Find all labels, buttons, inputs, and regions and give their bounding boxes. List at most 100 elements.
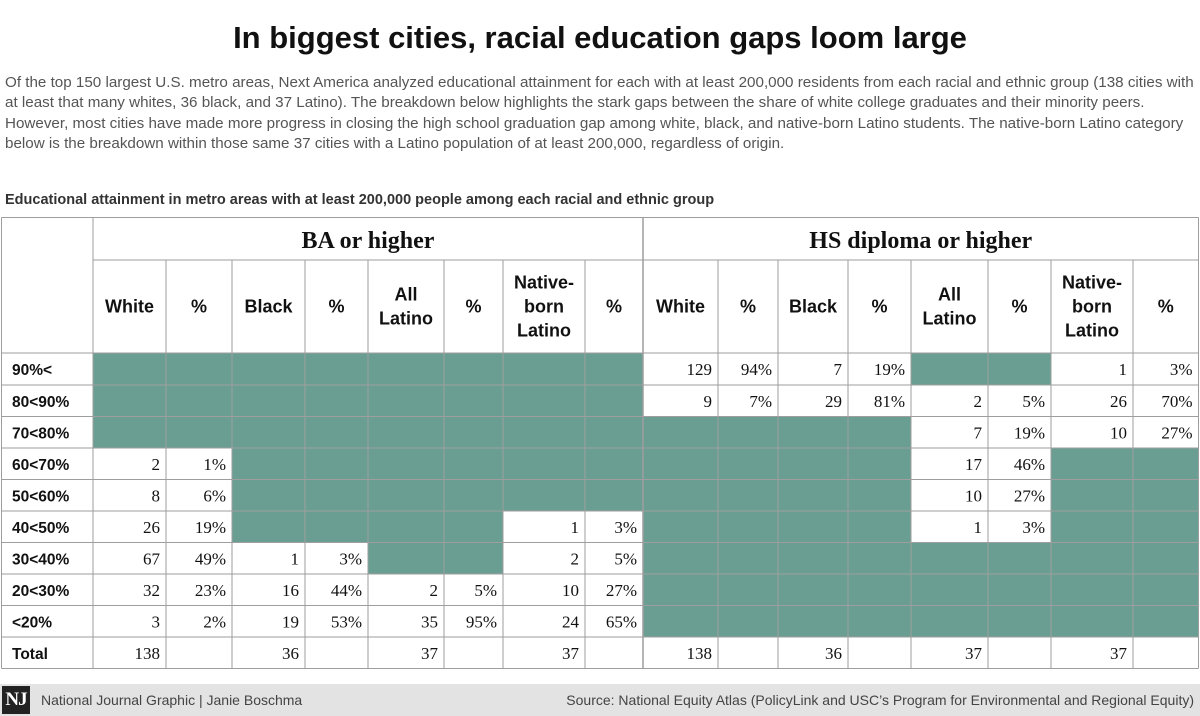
shaded-cell <box>368 511 444 543</box>
data-cell-value: 7 <box>834 360 843 379</box>
shaded-cell <box>585 448 643 480</box>
data-cell-value: 138 <box>135 644 161 663</box>
data-cell-value: 37 <box>965 644 983 663</box>
data-cell-value: 1 <box>571 518 580 537</box>
shaded-cell <box>503 385 585 417</box>
shaded-cell <box>643 574 718 606</box>
shaded-cell <box>718 542 778 574</box>
data-cell-value: 27% <box>606 581 637 600</box>
column-header: Black <box>789 297 838 317</box>
shaded-cell <box>848 448 911 480</box>
data-cell-value: 46% <box>1014 455 1045 474</box>
data-cell-value: 23% <box>195 581 226 600</box>
data-cell-value: 1% <box>203 455 226 474</box>
data-cell-value: 24 <box>562 612 580 631</box>
data-cell-value: 1 <box>974 518 983 537</box>
shaded-cell <box>778 542 848 574</box>
shaded-cell <box>93 353 166 385</box>
shaded-cell <box>911 605 988 637</box>
column-header: % <box>871 297 887 317</box>
column-header: Native-born Latino <box>514 273 574 341</box>
data-cell-value: 2 <box>152 455 161 474</box>
data-cell-value: 10 <box>965 486 982 505</box>
shaded-cell <box>444 416 503 448</box>
data-cell-value: 81% <box>874 392 905 411</box>
shaded-cell <box>368 385 444 417</box>
intro-paragraph: Of the top 150 largest U.S. metro areas,… <box>5 74 1194 153</box>
data-cell-value: 44% <box>331 581 362 600</box>
data-cell-value: 19 <box>282 612 299 631</box>
data-cell-value: 35 <box>421 612 438 631</box>
data-cell-value: 3 <box>152 612 161 631</box>
data-cell-value: 7 <box>974 423 983 442</box>
shaded-cell <box>305 353 368 385</box>
row-label: 40<50% <box>12 520 70 537</box>
shaded-cell <box>643 448 718 480</box>
row-label: 80<90% <box>12 394 70 411</box>
data-cell-value: 27% <box>1014 486 1045 505</box>
shaded-cell <box>1051 511 1133 543</box>
shaded-cell <box>444 479 503 511</box>
group-header: BA or higher <box>302 228 435 254</box>
shaded-cell <box>585 479 643 511</box>
data-cell-value: 37 <box>1110 644 1128 663</box>
shaded-cell <box>232 448 305 480</box>
data-cell-value: 19% <box>1014 423 1045 442</box>
row-label: 90%< <box>12 362 52 379</box>
column-header: Black <box>244 297 293 317</box>
shaded-cell <box>232 479 305 511</box>
footer-bar: NJ National Journal Graphic | Janie Bosc… <box>0 684 1200 716</box>
data-cell-value: 8 <box>152 486 161 505</box>
data-cell-value: 6% <box>203 486 226 505</box>
data-cell-value: 17 <box>965 455 983 474</box>
shaded-cell <box>718 605 778 637</box>
shaded-cell <box>93 416 166 448</box>
shaded-cell <box>718 448 778 480</box>
data-cell-value: 49% <box>195 549 226 568</box>
shaded-cell <box>988 353 1051 385</box>
shaded-cell <box>718 511 778 543</box>
shaded-cell <box>911 542 988 574</box>
shaded-cell <box>643 605 718 637</box>
shaded-cell <box>368 416 444 448</box>
shaded-cell <box>1051 542 1133 574</box>
data-cell-value: 5% <box>1022 392 1045 411</box>
shaded-cell <box>643 479 718 511</box>
data-cell-value: 19% <box>874 360 905 379</box>
shaded-cell <box>368 479 444 511</box>
data-cell-value: 7% <box>749 392 772 411</box>
table-subtitle: Educational attainment in metro areas wi… <box>5 192 715 208</box>
data-cell-value: 1 <box>291 549 300 568</box>
shaded-cell <box>988 574 1051 606</box>
shaded-cell <box>305 448 368 480</box>
shaded-cell <box>166 385 232 417</box>
shaded-cell <box>93 385 166 417</box>
shaded-cell <box>232 385 305 417</box>
column-header: All Latino <box>923 285 977 329</box>
shaded-cell <box>368 448 444 480</box>
shaded-cell <box>305 511 368 543</box>
data-cell-value: 94% <box>741 360 772 379</box>
attainment-table: BA or higher HS diploma or higher White% Bl… <box>1 217 1199 669</box>
data-cell-value: 10 <box>562 581 579 600</box>
column-header: % <box>606 297 622 317</box>
column-header: All Latino <box>379 285 433 329</box>
shaded-cell <box>444 353 503 385</box>
data-cell-value: 27% <box>1161 423 1192 442</box>
shaded-cell <box>1133 479 1199 511</box>
shaded-cell <box>305 479 368 511</box>
shaded-cell <box>444 511 503 543</box>
data-cell-value: 5% <box>614 549 637 568</box>
shaded-cell <box>643 416 718 448</box>
shaded-cell <box>503 416 585 448</box>
data-cell-value: 2% <box>203 612 226 631</box>
shaded-cell <box>1051 574 1133 606</box>
data-cell-value: 19% <box>195 518 226 537</box>
shaded-cell <box>503 353 585 385</box>
data-cell-value: 26 <box>1110 392 1127 411</box>
data-cell-value: 53% <box>331 612 362 631</box>
column-header: White <box>656 297 705 317</box>
shaded-cell <box>778 448 848 480</box>
data-cell-value: 65% <box>606 612 637 631</box>
column-header: % <box>465 297 481 317</box>
